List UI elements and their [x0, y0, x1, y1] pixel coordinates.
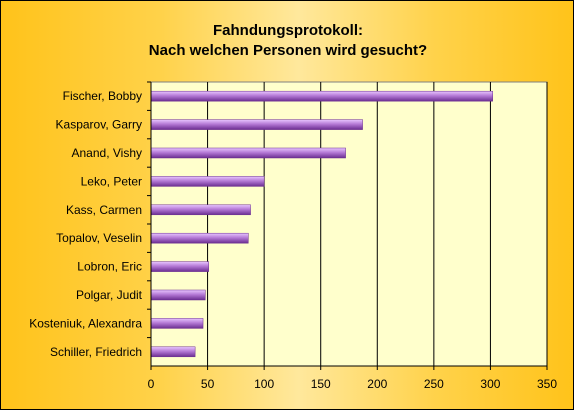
bar: [150, 232, 249, 244]
category-label: Lobron, Eric: [77, 260, 142, 274]
category-label: Kasparov, Garry: [56, 118, 142, 132]
bars: [150, 90, 493, 358]
bar: [150, 90, 493, 102]
x-tick-label: 250: [424, 377, 444, 391]
bar: [150, 346, 196, 358]
category-label: Anand, Vishy: [72, 146, 143, 160]
category-label: Fischer, Bobby: [63, 89, 142, 103]
bar: [150, 289, 206, 301]
category-label: Leko, Peter: [81, 174, 142, 188]
x-tick-label: 350: [537, 377, 557, 391]
chart-title-line-2: Nach welchen Personen wird gesucht?: [149, 42, 427, 59]
category-label: Kass, Carmen: [66, 203, 142, 217]
x-tick-label: 100: [254, 377, 274, 391]
x-tick-label: 150: [311, 377, 331, 391]
category-label: Polgar, Judit: [76, 288, 143, 302]
bar: [150, 176, 265, 187]
bar: [150, 119, 363, 130]
x-tick-label: 300: [480, 377, 500, 391]
x-axis-ticks: 0 50 100 150 200 250 300 350: [148, 366, 557, 391]
category-label: Topalov, Veselin: [56, 231, 142, 245]
x-tick-label: 50: [201, 377, 215, 391]
category-labels: Fischer, Bobby Kasparov, Garry Anand, Vish…: [29, 81, 151, 359]
bar: [150, 318, 204, 329]
category-label: Schiller, Friedrich: [50, 345, 142, 359]
x-tick-label: 0: [148, 377, 155, 391]
category-label: Kosteniuk, Alexandra: [29, 316, 142, 330]
bar: [150, 147, 346, 159]
chart-title-line-1: Fahndungsprotokoll:: [213, 22, 363, 39]
bar: [150, 261, 209, 272]
x-tick-label: 200: [367, 377, 387, 391]
bar: [150, 204, 251, 216]
